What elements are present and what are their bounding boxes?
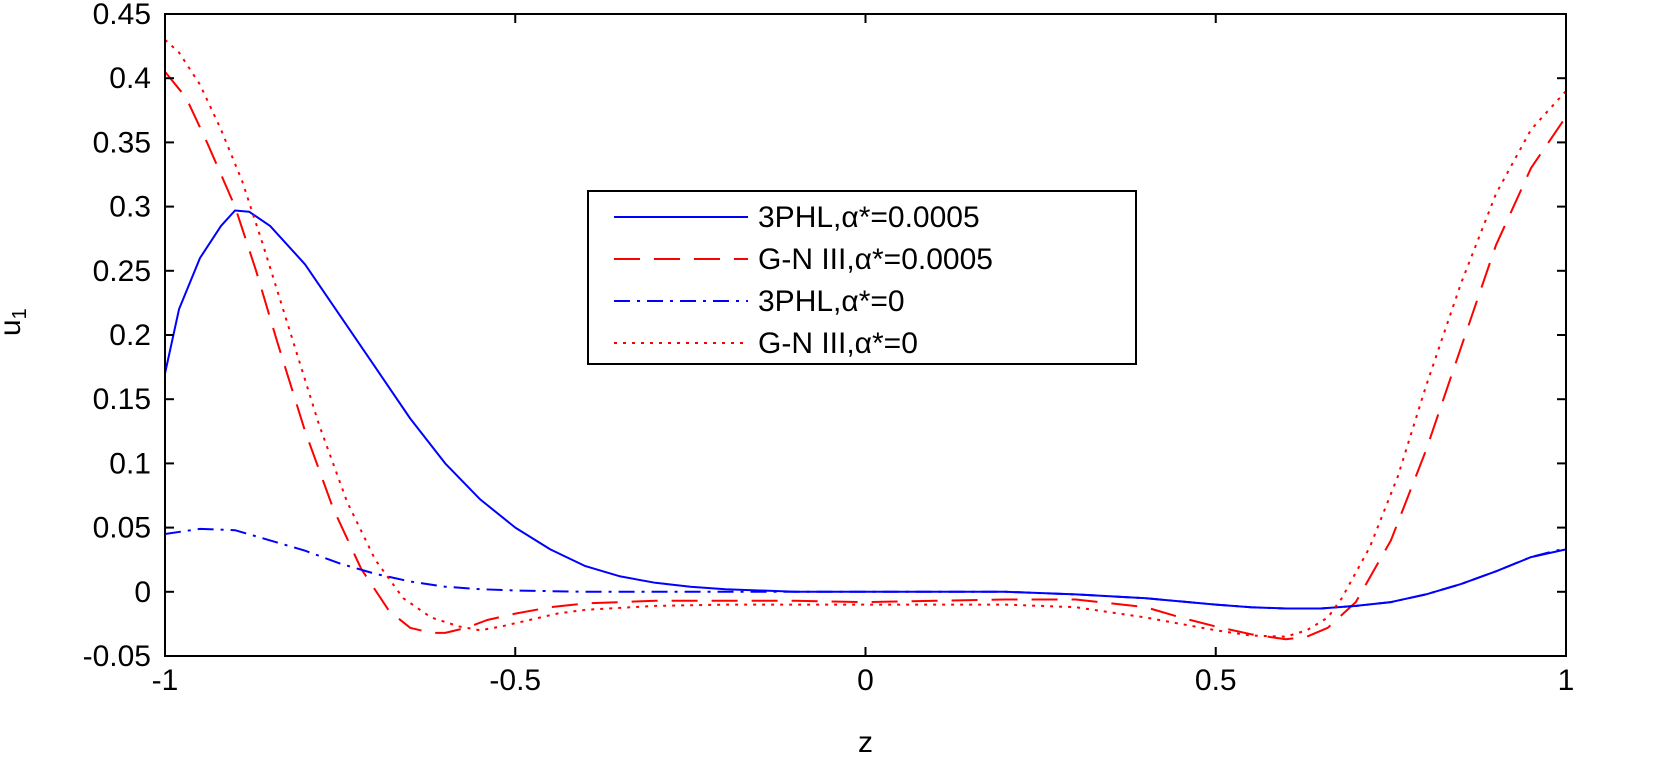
x-axis-label: z	[858, 726, 873, 759]
series-line-2	[164, 71, 1567, 641]
y-tick-label: 0.2	[109, 319, 151, 352]
y-tick-label: 0.25	[93, 255, 151, 288]
y-tick-label: 0.45	[93, 0, 151, 31]
y-tick-label: 0.1	[109, 447, 151, 480]
legend-entry-2: G-N III,α*=0.0005	[758, 243, 993, 276]
plot-area	[164, 38, 1567, 641]
legend-entry-3: 3PHL,α*=0	[758, 285, 905, 318]
legend: 3PHL,α*=0.0005 G-N III,α*=0.0005 3PHL,α*=0…	[587, 190, 1137, 365]
axes: -1 -0.5 0 0.5 1 -0.05 0 0.05 0.1 0.15 0.2 0.25 0.3 0.…	[83, 0, 1575, 697]
y-tick-label: 0.15	[93, 383, 151, 416]
y-tick-label: 0.3	[109, 191, 151, 224]
y-axis-label-main: u	[0, 319, 27, 336]
y-tick-label: 0.35	[93, 126, 151, 159]
x-tick-label: 1	[1558, 664, 1575, 697]
legend-box	[587, 190, 1137, 365]
y-tick-label: 0	[134, 576, 151, 609]
x-tick-label: 0.5	[1195, 664, 1237, 697]
y-axis-label-subscript: 1	[9, 308, 31, 319]
y-tick-label: 0.4	[109, 62, 151, 95]
legend-entry-4: G-N III,α*=0	[758, 327, 918, 360]
series-line-4	[164, 38, 1567, 638]
x-tick-label: -0.5	[489, 664, 541, 697]
y-tick-label: -0.05	[83, 640, 151, 673]
x-tick-label: 0	[857, 664, 874, 697]
y-axis-label: u1	[0, 308, 31, 336]
y-tick-label: 0.05	[93, 512, 151, 545]
series-line-3	[164, 527, 1567, 610]
legend-entry-1: 3PHL,α*=0.0005	[758, 201, 980, 234]
x-tick-label: -1	[152, 664, 179, 697]
